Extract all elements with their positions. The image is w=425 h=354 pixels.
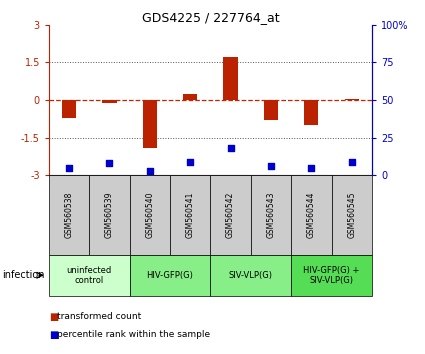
Text: SIV-VLP(G): SIV-VLP(G) xyxy=(229,271,273,280)
Text: transformed count: transformed count xyxy=(57,312,142,321)
Bar xyxy=(210,255,291,296)
Point xyxy=(106,160,113,166)
Text: GSM560542: GSM560542 xyxy=(226,192,235,238)
Text: infection: infection xyxy=(2,270,45,280)
Bar xyxy=(49,175,89,255)
Point xyxy=(146,168,153,173)
Point xyxy=(308,165,314,171)
Text: GSM560540: GSM560540 xyxy=(145,192,154,238)
Bar xyxy=(304,100,318,125)
Point xyxy=(65,165,72,171)
Text: ■: ■ xyxy=(49,330,58,339)
Point xyxy=(227,145,234,151)
Text: HIV-GFP(G) +
SIV-VLP(G): HIV-GFP(G) + SIV-VLP(G) xyxy=(303,266,360,285)
Text: ■: ■ xyxy=(49,312,58,322)
Bar xyxy=(291,255,372,296)
Bar xyxy=(264,100,278,120)
Bar xyxy=(130,255,210,296)
Bar xyxy=(49,255,130,296)
Title: GDS4225 / 227764_at: GDS4225 / 227764_at xyxy=(142,11,279,24)
Point xyxy=(348,159,355,165)
Bar xyxy=(89,175,130,255)
Bar xyxy=(291,175,332,255)
Bar xyxy=(183,94,197,100)
Bar xyxy=(130,175,170,255)
Bar xyxy=(102,100,116,103)
Bar xyxy=(224,57,238,100)
Bar xyxy=(62,100,76,118)
Text: GSM560543: GSM560543 xyxy=(266,192,275,238)
Point xyxy=(267,163,274,169)
Bar xyxy=(170,175,210,255)
Bar xyxy=(251,175,291,255)
Text: HIV-GFP(G): HIV-GFP(G) xyxy=(147,271,193,280)
Text: GSM560538: GSM560538 xyxy=(65,192,74,238)
Text: GSM560544: GSM560544 xyxy=(307,192,316,238)
Point xyxy=(187,159,193,165)
Bar xyxy=(210,175,251,255)
Text: GSM560541: GSM560541 xyxy=(186,192,195,238)
Bar xyxy=(332,175,372,255)
Bar xyxy=(143,100,157,148)
Text: uninfected
control: uninfected control xyxy=(67,266,112,285)
Text: GSM560539: GSM560539 xyxy=(105,192,114,238)
Bar xyxy=(345,99,359,100)
Text: percentile rank within the sample: percentile rank within the sample xyxy=(57,330,210,339)
Text: GSM560545: GSM560545 xyxy=(347,192,356,238)
